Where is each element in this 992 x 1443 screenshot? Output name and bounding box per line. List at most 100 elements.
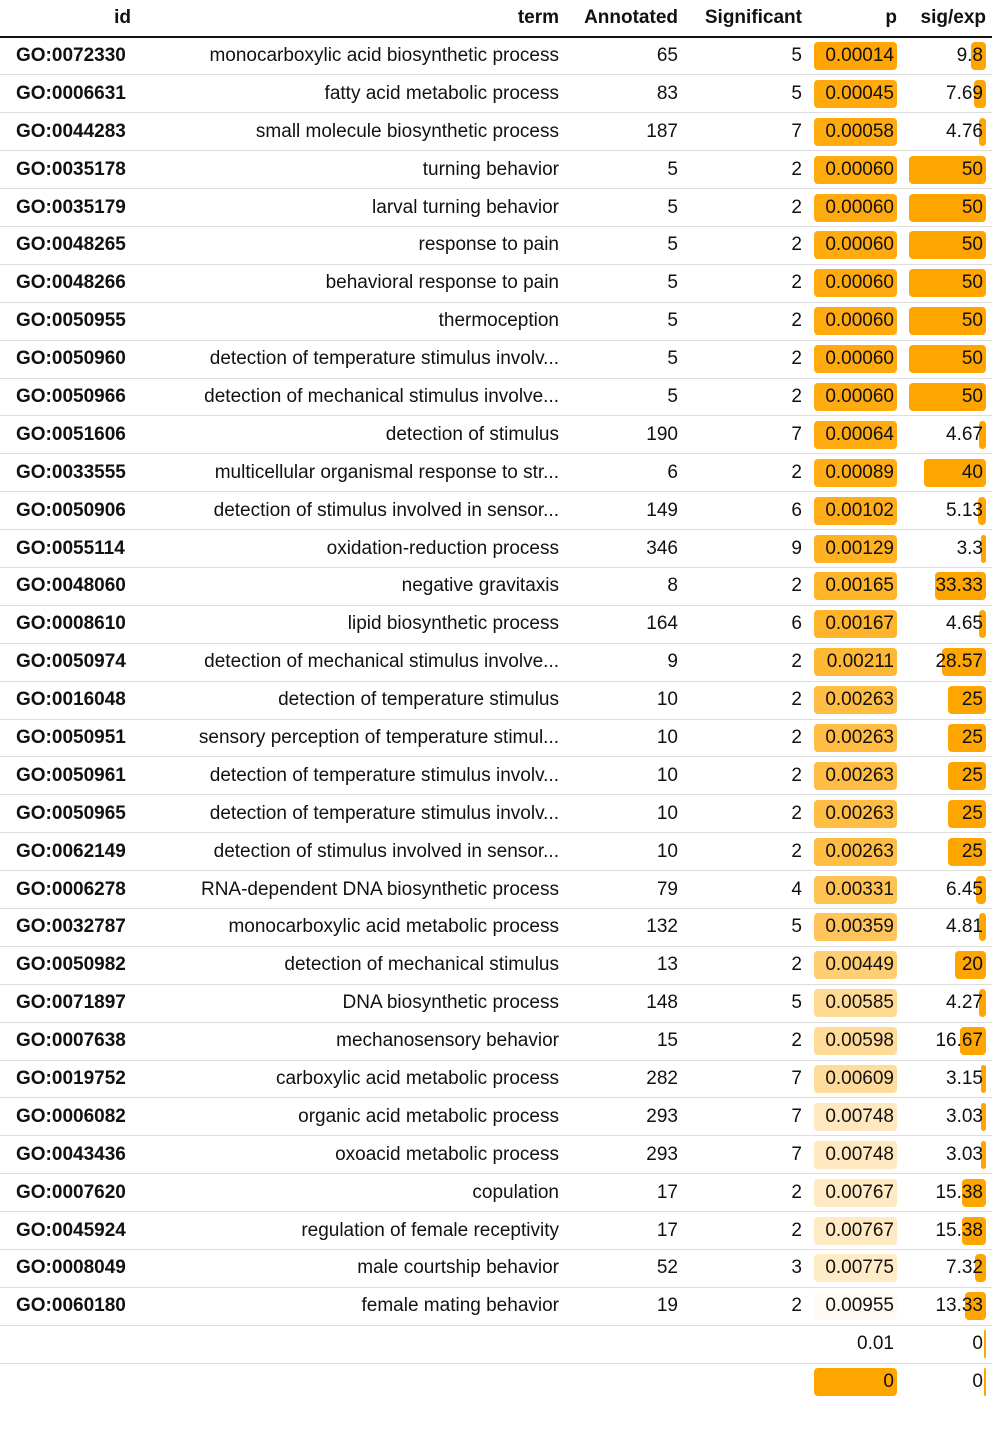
cell-id: GO:0048266 bbox=[0, 263, 145, 303]
cell-p: 0.00060 bbox=[808, 301, 903, 341]
cell-id: GO:0006278 bbox=[0, 870, 145, 909]
cell-p: 0.00064 bbox=[808, 415, 903, 454]
cell-p: 0.01 bbox=[808, 1324, 903, 1364]
cell-p: 0.00211 bbox=[808, 642, 903, 682]
bar-cell: 25 bbox=[909, 723, 986, 752]
cell-sig_exp: 4.65 bbox=[903, 604, 992, 644]
cell-significant bbox=[684, 1324, 808, 1364]
cell-term: carboxylic acid metabolic process bbox=[145, 1059, 565, 1098]
cell-p: 0.00263 bbox=[808, 718, 903, 757]
p-bar bbox=[814, 951, 897, 980]
cell-annotated: 5 bbox=[565, 150, 684, 189]
cell-term: detection of mechanical stimulus bbox=[145, 945, 565, 985]
bar-cell: 0.00609 bbox=[814, 1064, 897, 1093]
cell-annotated bbox=[565, 1324, 684, 1364]
bar-cell: 0 bbox=[909, 1330, 986, 1359]
cell-sig_exp: 5.13 bbox=[903, 491, 992, 530]
cell-annotated: 6 bbox=[565, 453, 684, 492]
cell-sig_exp: 50 bbox=[903, 301, 992, 341]
cell-text: 0.00748 bbox=[825, 1143, 894, 1165]
cell-significant: 6 bbox=[684, 491, 808, 530]
cell-sig_exp: 50 bbox=[903, 225, 992, 265]
cell-text: 0.00058 bbox=[825, 120, 894, 142]
cell-annotated: 5 bbox=[565, 339, 684, 379]
cell-text: 50 bbox=[961, 310, 983, 332]
column-header: term bbox=[145, 0, 565, 38]
cell-sig_exp: 4.27 bbox=[903, 983, 992, 1023]
table-row: GO:0050951 sensory perception of temperat… bbox=[0, 718, 992, 757]
bar-cell: 33.33 bbox=[909, 572, 986, 601]
table-row: GO:0045924 regulation of female receptivi… bbox=[0, 1211, 992, 1250]
cell-sig_exp: 25 bbox=[903, 756, 992, 795]
ratio-bar bbox=[984, 1330, 986, 1359]
bar-cell: 50 bbox=[909, 193, 986, 222]
ratio-bar bbox=[981, 1140, 986, 1169]
cell-annotated: 15 bbox=[565, 1021, 684, 1061]
cell-text: 0.00060 bbox=[825, 310, 894, 332]
cell-term: detection of stimulus involved in sensor… bbox=[145, 832, 565, 871]
cell-p: 0.00775 bbox=[808, 1249, 903, 1288]
cell-term: fatty acid metabolic process bbox=[145, 74, 565, 113]
cell-text: 20 bbox=[961, 954, 983, 976]
bar-cell: 40 bbox=[909, 458, 986, 487]
cell-significant: 2 bbox=[684, 832, 808, 871]
bar-cell: 0.00263 bbox=[814, 686, 897, 715]
cell-text: 50 bbox=[961, 348, 983, 370]
cell-text: 0.00359 bbox=[825, 916, 894, 938]
cell-text: 0.00060 bbox=[825, 385, 894, 407]
cell-significant: 2 bbox=[684, 150, 808, 189]
cell-annotated: 83 bbox=[565, 74, 684, 113]
bar-cell: 0.00263 bbox=[814, 799, 897, 828]
cell-p: 0.00955 bbox=[808, 1286, 903, 1326]
cell-text: 9.8 bbox=[956, 45, 983, 67]
cell-annotated: 79 bbox=[565, 870, 684, 909]
bar-cell: 25 bbox=[909, 761, 986, 790]
cell-sig_exp: 7.69 bbox=[903, 74, 992, 113]
bar-cell: 13.33 bbox=[909, 1292, 986, 1321]
ratio-bar bbox=[976, 875, 986, 904]
ratio-bar bbox=[974, 1254, 986, 1283]
cell-id: GO:0050960 bbox=[0, 339, 145, 379]
bar-cell: 0.00129 bbox=[814, 534, 897, 563]
cell-id: GO:0035179 bbox=[0, 188, 145, 227]
bar-cell: 4.67 bbox=[909, 420, 986, 449]
cell-id: GO:0050961 bbox=[0, 756, 145, 795]
cell-sig_exp: 25 bbox=[903, 718, 992, 757]
cell-id: GO:0043436 bbox=[0, 1135, 145, 1174]
cell-term: small molecule biosynthetic process bbox=[145, 112, 565, 151]
cell-sig_exp: 4.67 bbox=[903, 415, 992, 454]
ratio-bar bbox=[947, 799, 986, 828]
column-header: id bbox=[0, 0, 145, 38]
p-bar bbox=[814, 1254, 897, 1283]
bar-cell: 0.00014 bbox=[814, 42, 897, 71]
table-row: GO:0050965 detection of temperature stimu… bbox=[0, 794, 992, 833]
cell-significant: 5 bbox=[684, 36, 808, 75]
cell-annotated: 19 bbox=[565, 1286, 684, 1326]
cell-term: detection of mechanical stimulus involve… bbox=[145, 377, 565, 416]
cell-term: detection of stimulus involved in sensor… bbox=[145, 491, 565, 530]
cell-significant: 2 bbox=[684, 718, 808, 757]
cell-id: GO:0033555 bbox=[0, 453, 145, 492]
cell-term: negative gravitaxis bbox=[145, 566, 565, 606]
ratio-bar bbox=[955, 951, 986, 980]
bar-cell: 28.57 bbox=[909, 648, 986, 677]
p-bar bbox=[814, 1178, 897, 1207]
cell-significant: 2 bbox=[684, 945, 808, 985]
cell-id: GO:0050966 bbox=[0, 377, 145, 416]
bar-cell: 9.8 bbox=[909, 42, 986, 71]
cell-p: 0.00058 bbox=[808, 112, 903, 151]
bar-cell: 7.69 bbox=[909, 79, 986, 108]
cell-term: oxidation-reduction process bbox=[145, 529, 565, 568]
bar-cell: 50 bbox=[909, 345, 986, 374]
cell-significant: 7 bbox=[684, 1097, 808, 1136]
ratio-bar bbox=[909, 307, 986, 336]
cell-p: 0.00060 bbox=[808, 188, 903, 227]
p-bar bbox=[814, 117, 897, 146]
ratio-bar bbox=[974, 79, 986, 108]
cell-text: 0.00775 bbox=[825, 1257, 894, 1279]
cell-annotated: 148 bbox=[565, 983, 684, 1023]
bar-cell: 0.00089 bbox=[814, 458, 897, 487]
p-bar bbox=[814, 1027, 897, 1056]
cell-text: 0.00263 bbox=[825, 726, 894, 748]
